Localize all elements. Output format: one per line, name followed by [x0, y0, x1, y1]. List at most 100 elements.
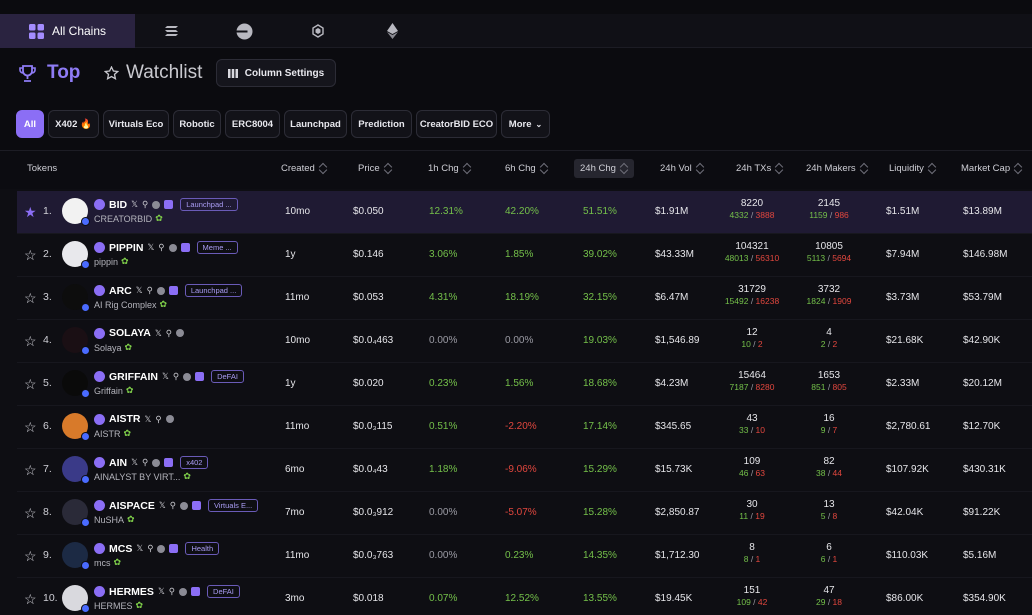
search-icon[interactable]: ⚲: [146, 285, 153, 295]
search-icon[interactable]: ⚲: [169, 500, 176, 510]
token-avatar[interactable]: [62, 585, 90, 613]
watchlist-star-icon[interactable]: ☆: [24, 333, 37, 349]
watchlist-star-icon[interactable]: ☆: [24, 548, 37, 564]
search-icon[interactable]: ⚲: [147, 543, 154, 553]
col-header-price[interactable]: Price: [358, 163, 392, 174]
token-symbol[interactable]: AISTR: [109, 413, 141, 425]
token-symbol[interactable]: SOLAYA: [109, 327, 151, 339]
token-avatar[interactable]: [62, 413, 90, 441]
chain-tab-base[interactable]: [222, 14, 266, 48]
website-icon[interactable]: [157, 544, 166, 553]
table-row[interactable]: ☆ 9. MCS 𝕏 ⚲ Health mcs ✿ 11mo $0.0₃763 …: [17, 535, 1032, 578]
website-icon[interactable]: [156, 286, 165, 295]
filter-chip-all[interactable]: All: [16, 110, 44, 138]
token-symbol[interactable]: AISPACE: [109, 499, 155, 512]
token-symbol[interactable]: ARC: [109, 284, 132, 297]
col-header-created[interactable]: Created: [281, 163, 327, 174]
search-icon[interactable]: ⚲: [141, 199, 149, 209]
1h-change-cell: 0.51%: [429, 421, 458, 432]
search-icon[interactable]: ⚲: [141, 457, 149, 467]
table-row[interactable]: ☆ 5. GRIFFAIN 𝕏 ⚲ DeFAI Griffain ✿ 1y $0…: [17, 363, 1032, 406]
watchlist-star-icon[interactable]: ☆: [24, 462, 37, 478]
token-symbol[interactable]: PIPPIN: [109, 241, 144, 254]
token-avatar[interactable]: [62, 327, 90, 355]
x-icon[interactable]: 𝕏: [135, 285, 143, 295]
watchlist-tab[interactable]: Watchlist: [104, 62, 202, 84]
website-icon[interactable]: [152, 458, 161, 467]
token-symbol[interactable]: BID: [109, 198, 128, 211]
x-icon[interactable]: 𝕏: [158, 500, 166, 510]
search-icon[interactable]: ⚲: [168, 586, 176, 596]
table-row[interactable]: ☆ 3. ARC 𝕏 ⚲ Launchpad ... AI Rig Comple…: [17, 277, 1032, 320]
website-icon[interactable]: [152, 200, 161, 209]
col-header-6h-chg[interactable]: 6h Chg: [505, 163, 548, 174]
filter-chip-erc8004[interactable]: ERC8004: [225, 110, 280, 138]
watchlist-star-icon[interactable]: ☆: [24, 376, 37, 392]
website-icon[interactable]: [180, 501, 188, 510]
col-header-market-cap[interactable]: Market Cap: [961, 163, 1022, 174]
search-icon[interactable]: ⚲: [158, 242, 165, 252]
token-avatar[interactable]: [62, 456, 90, 484]
col-header-24h-chg[interactable]: 24h Chg: [574, 159, 634, 178]
x-icon[interactable]: 𝕏: [144, 413, 152, 424]
website-icon[interactable]: [168, 243, 177, 252]
filter-chip-x402[interactable]: X402 🔥: [48, 110, 99, 138]
filter-chip-virtuals-eco[interactable]: Virtuals Eco: [103, 110, 169, 138]
makers-sep: /: [825, 468, 833, 478]
x-icon[interactable]: 𝕏: [147, 242, 155, 252]
col-header-24h-txs[interactable]: 24h TXs: [736, 163, 783, 174]
token-symbol[interactable]: AIN: [109, 456, 128, 469]
token-symbol[interactable]: HERMES: [109, 585, 154, 598]
filter-chip-robotic[interactable]: Robotic: [173, 110, 221, 138]
table-row[interactable]: ☆ 6. AISTR 𝕏 ⚲ AISTR ✿ 11mo $0.0₃115 0.5…: [17, 406, 1032, 449]
search-icon[interactable]: ⚲: [165, 327, 172, 338]
chain-tab-ethereum[interactable]: [370, 14, 414, 48]
chain-tab-all[interactable]: All Chains: [0, 14, 135, 48]
x-icon[interactable]: 𝕏: [162, 371, 169, 381]
table-row[interactable]: ☆ 7. AIN 𝕏 ⚲ x402 AINALYST BY VIRT... ✿ …: [17, 449, 1032, 492]
column-settings-button[interactable]: Column Settings: [216, 59, 336, 87]
watchlist-star-icon[interactable]: ☆: [24, 247, 37, 263]
filter-chip-more[interactable]: More ⌄: [501, 110, 550, 138]
x-icon[interactable]: 𝕏: [131, 199, 138, 209]
website-icon[interactable]: [175, 329, 184, 337]
col-header-liquidity[interactable]: Liquidity: [889, 163, 936, 174]
top-tab[interactable]: Top: [18, 62, 80, 84]
x-icon[interactable]: 𝕏: [154, 327, 162, 338]
col-header-1h-chg[interactable]: 1h Chg: [428, 163, 471, 174]
token-avatar[interactable]: [62, 542, 90, 570]
chain-tab-solana[interactable]: [150, 14, 194, 48]
watchlist-star-icon[interactable]: ☆: [24, 505, 37, 521]
filter-chip-launchpad[interactable]: Launchpad: [284, 110, 347, 138]
search-icon[interactable]: ⚲: [172, 371, 180, 381]
col-header-24h-vol[interactable]: 24h Vol: [660, 163, 704, 174]
x-icon[interactable]: 𝕏: [136, 543, 144, 553]
token-avatar[interactable]: [62, 370, 90, 398]
table-row[interactable]: ☆ 4. SOLAYA 𝕏 ⚲ Solaya ✿ 10mo $0.0₄463 0…: [17, 320, 1032, 363]
makers-buy: 6: [820, 554, 826, 564]
table-row[interactable]: ☆ 10. HERMES 𝕏 ⚲ DeFAI HERMES ✿ 3mo $0.0…: [17, 578, 1032, 615]
search-icon[interactable]: ⚲: [155, 413, 162, 424]
x-icon[interactable]: 𝕏: [131, 457, 138, 467]
watchlist-star-icon[interactable]: ☆: [24, 419, 37, 435]
watchlist-star-icon[interactable]: ☆: [24, 591, 37, 607]
token-avatar[interactable]: [62, 499, 90, 527]
filter-chip-prediction[interactable]: Prediction: [351, 110, 412, 138]
table-row[interactable]: ☆ 8. AISPACE 𝕏 ⚲ Virtuals E... NuSHA ✿ 7…: [17, 492, 1032, 535]
token-avatar[interactable]: [62, 284, 90, 312]
table-row[interactable]: ★ 1. BID 𝕏 ⚲ Launchpad ... CREATORBID ✿ …: [17, 191, 1032, 234]
col-header-24h-makers[interactable]: 24h Makers: [806, 163, 868, 174]
token-avatar[interactable]: [62, 241, 90, 269]
website-icon[interactable]: [179, 587, 188, 596]
chain-tab-bnb[interactable]: [296, 14, 340, 48]
x-icon[interactable]: 𝕏: [157, 586, 165, 596]
watchlist-star-icon[interactable]: ☆: [24, 290, 37, 306]
token-symbol[interactable]: GRIFFAIN: [109, 370, 158, 383]
token-avatar[interactable]: [62, 198, 90, 226]
website-icon[interactable]: [183, 372, 192, 381]
website-icon[interactable]: [165, 415, 174, 423]
filter-chip-creatorbid-eco[interactable]: CreatorBID ECO: [416, 110, 497, 138]
table-row[interactable]: ☆ 2. PIPPIN 𝕏 ⚲ Meme ... pippin ✿ 1y $0.…: [17, 234, 1032, 277]
watchlist-star-icon[interactable]: ★: [24, 204, 37, 220]
token-symbol[interactable]: MCS: [109, 542, 133, 555]
